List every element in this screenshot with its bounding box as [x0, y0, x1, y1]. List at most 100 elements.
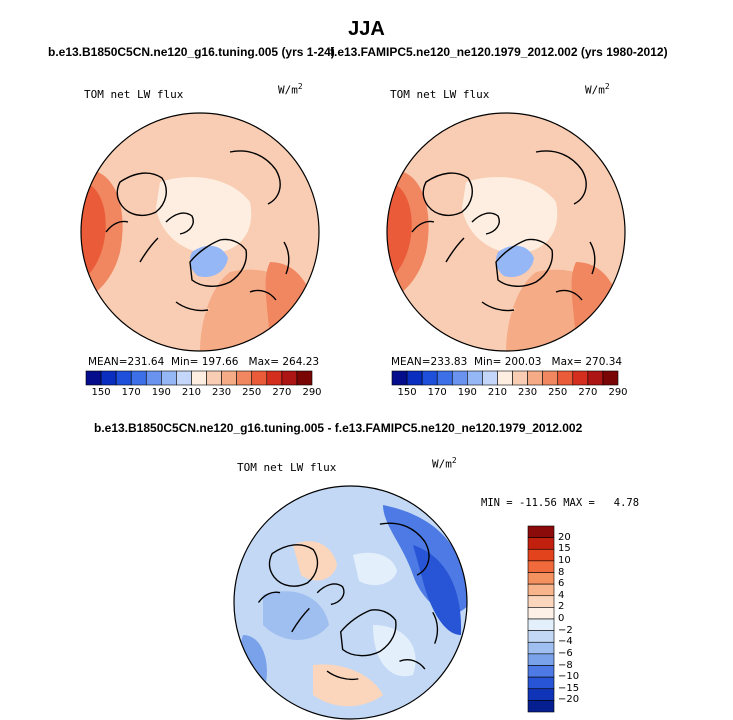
subtitle-left: b.e13.B1850C5CN.ne120_g16.tuning.005 (yr… [48, 45, 335, 59]
field-region [120, 282, 210, 327]
colorbar-box [527, 595, 555, 608]
colorbar-box [527, 525, 555, 538]
colorbar-tick-label: 270 [578, 387, 598, 398]
panel3-units: W/m2 [432, 456, 457, 471]
field-region [156, 176, 252, 254]
colorbar-tick-label: 210 [181, 387, 201, 398]
colorbar-tick-label: 4 [558, 589, 565, 601]
colorbar-box [527, 537, 555, 550]
colorbar-box [436, 370, 453, 386]
colorbar-tick-label: 150 [91, 387, 111, 398]
colorbar-box [527, 560, 555, 573]
coastline [432, 611, 439, 644]
coastline [379, 522, 430, 576]
colorbar-box [527, 548, 555, 562]
coastline [411, 220, 435, 233]
colorbar-tick-label: 0 [558, 613, 565, 624]
colorbar-box [527, 618, 555, 631]
colorbar-tick-label: −6 [558, 647, 573, 659]
colorbar-tick-label: 10 [558, 554, 571, 566]
colorbar-box [527, 665, 555, 678]
colorbar-box [100, 370, 117, 386]
colorbar-box [527, 370, 543, 386]
coastline [257, 591, 281, 603]
colorbar-tick-label: 190 [457, 387, 477, 398]
coastline [326, 670, 359, 681]
panel1-variable-title: TOM net LW flux [84, 88, 184, 101]
panel3-colorbar [527, 525, 555, 713]
field-region [313, 664, 383, 707]
colorbar-box [191, 370, 207, 386]
colorbar-box [281, 370, 298, 386]
subtitle-right: f.e13.FAMIPC5.ne120_ne120.1979_2012.002 … [330, 45, 668, 59]
coastline [495, 238, 554, 287]
colorbar-box [145, 370, 162, 386]
panel1-stats: MEAN=231.64 Min= 197.66 Max= 264.23 [88, 356, 320, 368]
coastline [481, 301, 515, 312]
colorbar-box [527, 572, 555, 585]
map-border [80, 112, 320, 352]
panel2-polar-map [386, 112, 626, 352]
panel1-units: W/m2 [278, 82, 303, 97]
field-region [353, 552, 397, 586]
coastline [555, 289, 583, 301]
colorbar-tick-label: 6 [558, 578, 565, 590]
colorbar-tick-label: −8 [558, 659, 573, 671]
colorbar-tick-label: 20 [558, 531, 571, 543]
coastline [105, 220, 129, 233]
colorbar-box [587, 370, 604, 386]
field-region [293, 541, 337, 581]
subtitle-diff: b.e13.B1850C5CN.ne120_g16.tuning.005 - f… [94, 421, 583, 435]
colorbar-box [527, 607, 555, 620]
colorbar-box [497, 370, 513, 386]
colorbar-tick-label: 290 [608, 387, 628, 398]
colorbar-box [542, 370, 559, 386]
colorbar-tick-label: 8 [558, 566, 565, 578]
colorbar-box [482, 370, 498, 386]
panel2-units: W/m2 [585, 82, 610, 97]
colorbar-tick-label: 150 [397, 387, 417, 398]
map-border [233, 485, 468, 720]
colorbar-tick-label: 170 [427, 387, 447, 398]
field-region [81, 182, 106, 282]
colorbar-box [527, 583, 555, 597]
colorbar-box [451, 370, 468, 386]
colorbar-box [206, 370, 222, 386]
coastline [139, 237, 159, 263]
colorbar-box [176, 370, 192, 386]
coastline [283, 241, 290, 275]
coastline [189, 238, 248, 287]
colorbar-box [421, 370, 438, 386]
colorbar-tick-label: −20 [558, 694, 580, 706]
page-title: JJA [348, 18, 385, 40]
field-region [462, 176, 558, 254]
colorbar-tick-label: −10 [558, 671, 580, 683]
coastline [249, 289, 277, 301]
colorbar-tick-label: 250 [548, 387, 568, 398]
coastline [291, 607, 310, 633]
colorbar-box [527, 688, 555, 701]
colorbar-box [85, 370, 102, 386]
panel1-colorbar [85, 370, 313, 386]
panel3-variable-title: TOM net LW flux [237, 461, 337, 474]
colorbar-box [391, 370, 408, 386]
field-region [496, 245, 534, 278]
coastline [445, 237, 465, 263]
colorbar-box [527, 641, 555, 655]
colorbar-box [406, 370, 423, 386]
colorbar-box [161, 370, 177, 386]
colorbar-tick-label: 2 [558, 601, 565, 613]
panel2-colorbar [391, 370, 619, 386]
field-region [190, 245, 228, 278]
coastline [399, 659, 426, 670]
colorbar-tick-label: 230 [212, 387, 232, 398]
colorbar-box [572, 370, 589, 386]
colorbar-box [130, 370, 147, 386]
coastline [316, 583, 345, 606]
colorbar-box [467, 370, 483, 386]
coastline [471, 212, 500, 235]
field-region [373, 625, 416, 677]
coastline [535, 150, 587, 205]
coastline [339, 609, 397, 657]
field-region [426, 282, 516, 327]
